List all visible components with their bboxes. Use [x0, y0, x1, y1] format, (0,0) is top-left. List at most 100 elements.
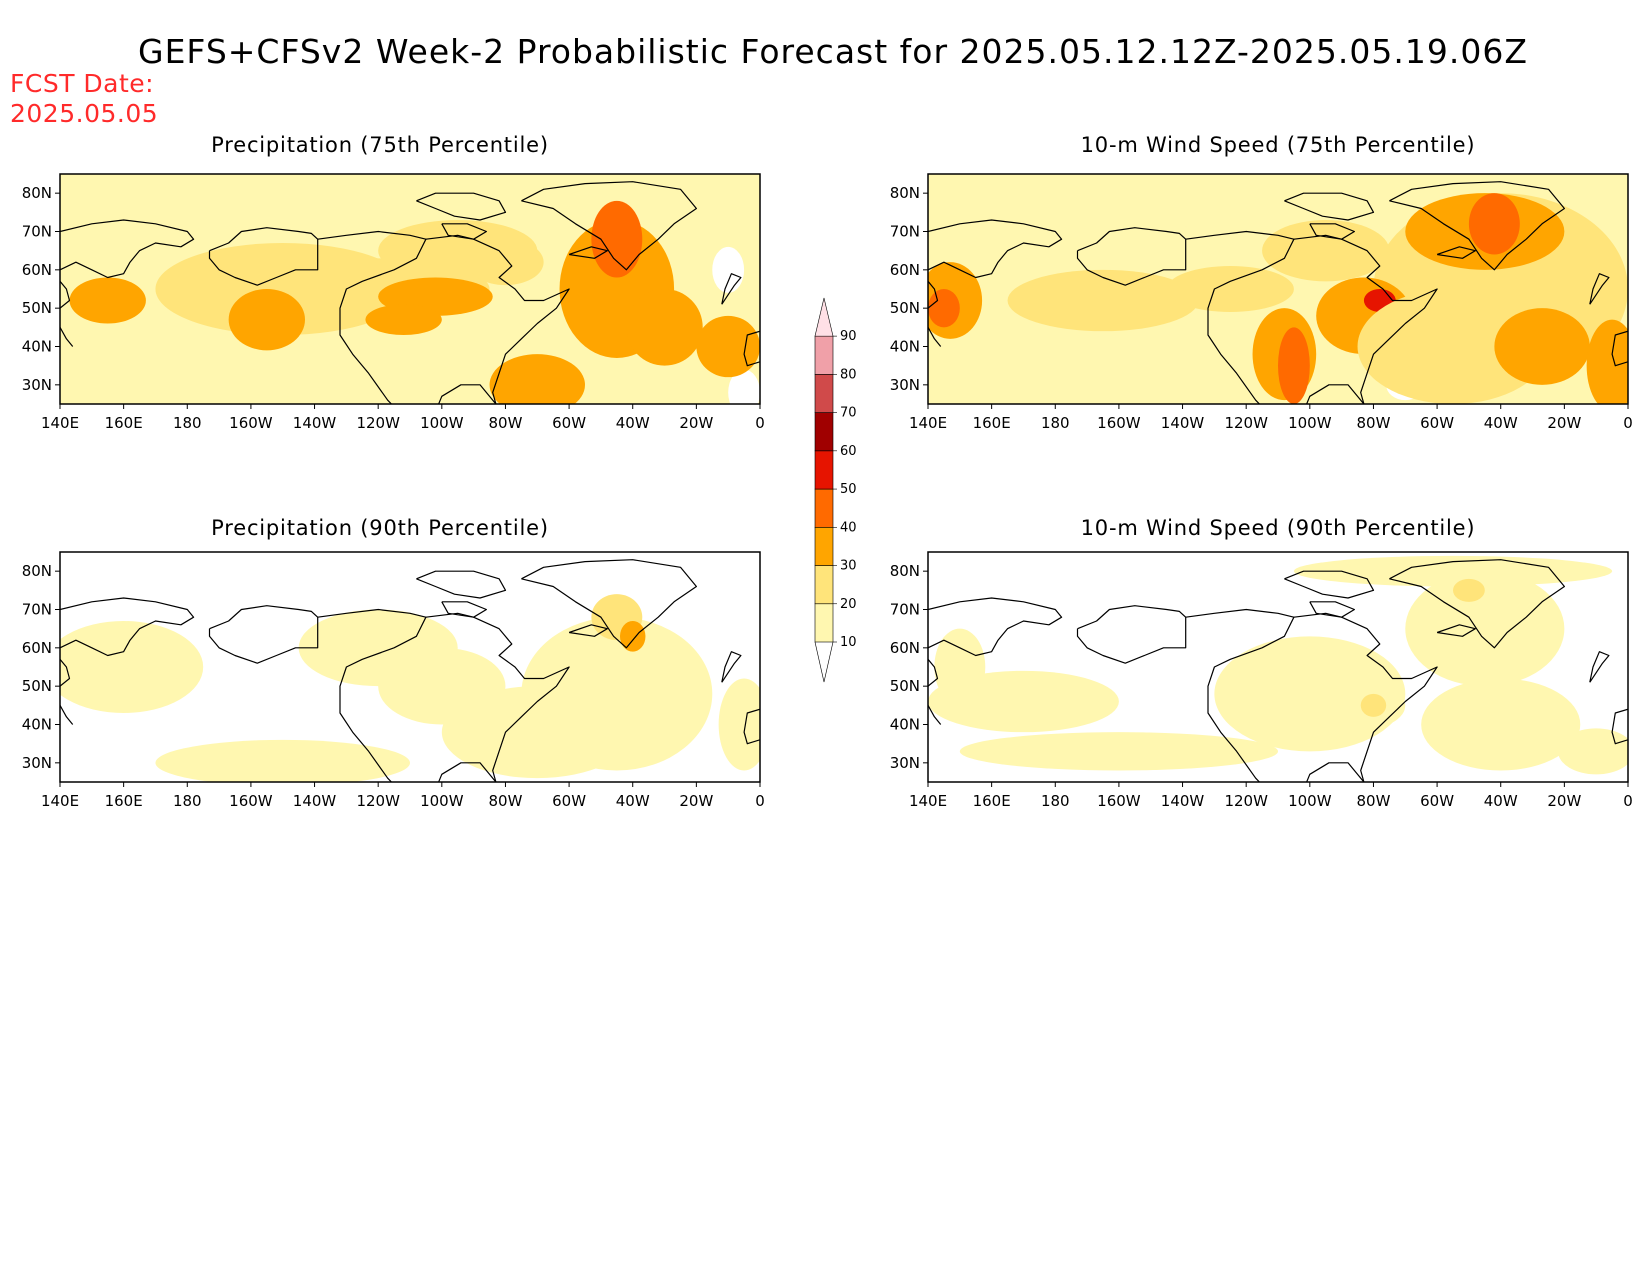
colorbar-swatch	[814, 603, 834, 643]
coastline	[1389, 181, 1565, 271]
colorbar-swatch	[814, 565, 834, 605]
contour-fill	[489, 354, 585, 404]
coastline	[1284, 570, 1375, 599]
colorbar-label: 90	[840, 329, 857, 344]
x-tick-label: 20W	[1547, 414, 1581, 432]
coastline	[425, 234, 570, 404]
coastline	[317, 230, 427, 404]
y-tick-label: 40N	[22, 338, 52, 356]
contour-fill	[1360, 693, 1387, 717]
contour-fill	[934, 628, 986, 706]
x-tick-label: 140E	[41, 414, 79, 432]
y-tick-label: 60N	[22, 639, 52, 657]
coastline	[60, 280, 71, 309]
coastline	[1611, 330, 1628, 367]
coastline	[438, 762, 497, 782]
coastline	[60, 327, 74, 347]
coastline	[1284, 192, 1375, 221]
colorbar-swatch	[814, 412, 834, 452]
x-tick-label: 40W	[1484, 792, 1518, 810]
contour-fill	[467, 239, 544, 286]
coastline	[743, 708, 760, 745]
x-tick-label: 140W	[1161, 414, 1205, 432]
x-tick-label: 0	[755, 792, 765, 810]
x-tick-label: 180	[173, 414, 202, 432]
colorbar-label: 30	[840, 559, 857, 574]
x-tick-label: 80W	[488, 792, 522, 810]
coastline	[1306, 762, 1365, 782]
fcst-date-label: FCST Date:	[10, 69, 154, 98]
contour-fill	[69, 277, 146, 324]
x-tick-label: 180	[1041, 414, 1070, 432]
x-tick-label: 120W	[1224, 414, 1268, 432]
coastline	[521, 559, 697, 649]
contour-fill	[60, 621, 204, 713]
y-tick-label: 30N	[22, 376, 52, 394]
y-tick-label: 80N	[890, 184, 920, 202]
x-tick-label: 20W	[1547, 792, 1581, 810]
panel-wind-75: 10-m Wind Speed (75th Percentile) 140E 16…	[890, 133, 1633, 432]
coastline	[1611, 708, 1628, 745]
contour-fill	[959, 732, 1278, 771]
colorbar-bottom-tail	[814, 641, 834, 683]
coastline	[521, 181, 697, 271]
x-tick-label: 40W	[616, 792, 650, 810]
x-axis: 140E 160E 180 160W 140W 120W 100W 80W 60W 40W 20W 0	[41, 782, 765, 810]
fcst-date-value: 2025.05.05	[10, 99, 158, 128]
colorbar-label: 80	[840, 367, 857, 382]
y-tick-label: 40N	[890, 716, 920, 734]
coastline	[441, 601, 487, 618]
contour-fill	[1262, 220, 1390, 282]
contour-fill	[155, 739, 410, 782]
coastline	[208, 227, 319, 286]
contour-fill	[365, 304, 442, 335]
contour-fill	[928, 289, 960, 328]
y-tick-label: 80N	[22, 184, 52, 202]
coastline	[60, 597, 195, 657]
x-tick-label: 140W	[293, 414, 337, 432]
contour-fill	[60, 181, 235, 243]
x-tick-label: 80W	[1356, 414, 1390, 432]
coastline	[438, 384, 497, 404]
y-tick-label: 30N	[890, 754, 920, 772]
x-tick-label: 0	[755, 414, 765, 432]
x-tick-label: 120W	[1224, 792, 1268, 810]
coastline	[928, 705, 942, 725]
x-tick-label: 100W	[1288, 414, 1332, 432]
contour-fill	[1293, 555, 1613, 587]
coastline	[928, 219, 1063, 279]
coastline	[928, 280, 939, 309]
x-tick-label: 80W	[1356, 792, 1390, 810]
coastline	[1589, 273, 1610, 305]
x-tick-label: 40W	[1484, 414, 1518, 432]
map-frame	[927, 551, 1629, 783]
map-area	[927, 173, 1629, 405]
coastline	[1185, 608, 1295, 782]
x-tick-label: 140W	[293, 792, 337, 810]
contour-fill	[1453, 578, 1485, 602]
contour-fill	[696, 315, 760, 378]
y-axis: 80N 70N 60N 50N 40N 30N	[890, 562, 928, 772]
contour-fill	[1558, 728, 1628, 775]
contour-fill	[228, 289, 305, 351]
x-tick-label: 120W	[356, 414, 400, 432]
contour-fill	[1494, 308, 1590, 385]
x-tick-label: 60W	[552, 414, 586, 432]
coastline	[425, 612, 570, 782]
panel-precip-75: Precipitation (75th Percentile) 140E 160E…	[22, 133, 765, 432]
coastline	[1309, 223, 1355, 240]
coastline	[60, 219, 195, 279]
x-tick-label: 140E	[909, 792, 947, 810]
y-tick-label: 70N	[22, 601, 52, 619]
map-frame	[59, 551, 761, 783]
colorbar-swatch	[814, 488, 834, 528]
x-tick-label: 60W	[1420, 414, 1454, 432]
y-tick-label: 40N	[22, 716, 52, 734]
contour-fill	[1166, 266, 1294, 312]
colorbar-swatch	[814, 335, 834, 375]
panel-title: 10-m Wind Speed (90th Percentile)	[1081, 516, 1476, 540]
coastline	[416, 192, 507, 221]
y-tick-label: 70N	[890, 223, 920, 241]
coastline	[1436, 246, 1476, 259]
contour-fill	[620, 621, 646, 652]
